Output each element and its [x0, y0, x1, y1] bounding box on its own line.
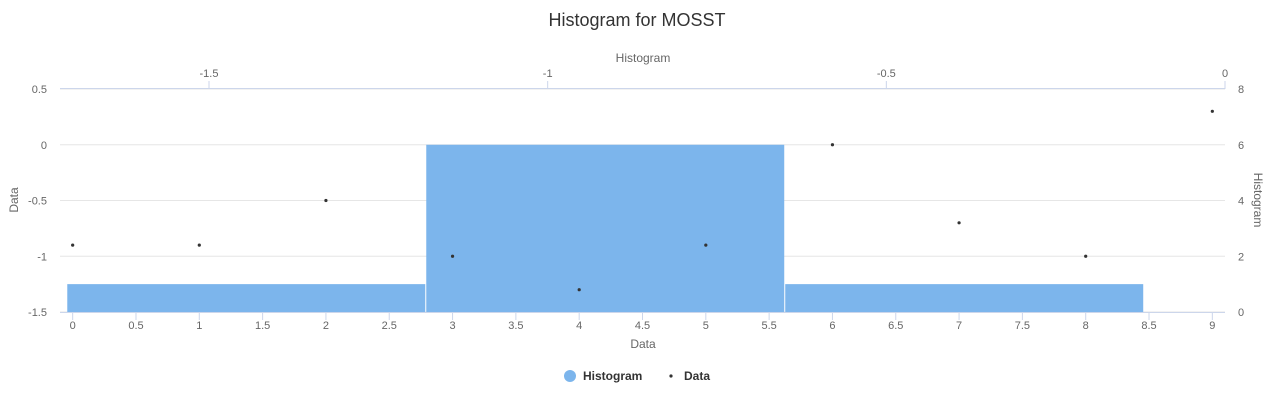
legend-histogram-label: Histogram — [583, 369, 642, 383]
legend-data-label: Data — [684, 369, 710, 383]
data-point — [324, 198, 328, 203]
y2-tick-label: 8 — [1238, 84, 1244, 96]
y-tick-label: 0.5 — [32, 84, 47, 96]
x-tick-label: 2.5 — [382, 320, 397, 332]
histogram-bar — [67, 284, 426, 312]
y-tick-label: -1 — [37, 251, 47, 263]
data-point — [704, 243, 708, 247]
y-tick-label: 0 — [41, 140, 47, 152]
bottom-axis-title: Data — [630, 337, 656, 351]
x-tick-label: 1.5 — [255, 320, 270, 332]
x-tick-label: 0 — [70, 320, 76, 332]
x-tick-label: 0.5 — [128, 320, 143, 332]
axes: 0.5 0 -0.5 -1 -1.5 8 6 4 2 0 0 0.5 1 1.5 2 2.5 3 3.5 4 4.5 5… — [28, 68, 1244, 332]
x-tick-label: 7.5 — [1015, 320, 1030, 332]
histogram-bar — [426, 144, 785, 312]
x-tick-label: 8 — [1083, 320, 1089, 332]
y2-tick-label: 4 — [1238, 196, 1244, 208]
x2-tick-label: 0 — [1222, 68, 1228, 80]
data-points[interactable] — [71, 109, 1214, 292]
data-point — [1084, 254, 1088, 258]
x-tick-label: 2 — [323, 320, 329, 332]
x-tick-label: 3 — [449, 320, 455, 332]
chart-title: Histogram for MOSST — [548, 10, 725, 30]
data-point — [957, 221, 961, 225]
x-tick-label: 1 — [196, 320, 202, 332]
x-tick-label: 5 — [703, 320, 709, 332]
x-tick-label: 5.5 — [761, 320, 776, 332]
x-tick-label: 3.5 — [508, 320, 523, 332]
data-point — [577, 288, 581, 292]
top-axis-title: Histogram — [616, 51, 671, 65]
data-point — [71, 243, 75, 247]
y-tick-label: -0.5 — [28, 196, 47, 208]
left-axis-title: Data — [7, 187, 21, 213]
x-tick-label: 6 — [829, 320, 835, 332]
x-tick-label: 8.5 — [1141, 320, 1156, 332]
legend-item-histogram[interactable]: Histogram — [564, 369, 642, 383]
data-point — [830, 143, 835, 147]
right-axis-title: Histogram — [1251, 173, 1265, 228]
histogram-bars[interactable] — [67, 144, 1144, 312]
x-tick-label: 4 — [576, 320, 582, 332]
y2-tick-label: 2 — [1238, 251, 1244, 263]
legend-item-data[interactable]: Data — [669, 369, 710, 383]
y-tick-label: -1.5 — [28, 307, 47, 319]
legend-histogram-swatch — [564, 370, 576, 382]
y2-tick-label: 6 — [1238, 140, 1244, 152]
data-point — [197, 243, 201, 247]
x-tick-label: 7 — [956, 320, 962, 332]
x-tick-label: 4.5 — [635, 320, 650, 332]
x-tick-label: 6.5 — [888, 320, 903, 332]
legend: Histogram Data — [564, 369, 710, 383]
x-tick-label: 9 — [1209, 320, 1215, 332]
x2-tick-label: -1 — [543, 68, 553, 80]
legend-data-swatch — [669, 374, 673, 378]
x2-tick-label: -1.5 — [200, 68, 219, 80]
x2-tick-label: -0.5 — [877, 68, 896, 80]
histogram-bar — [785, 284, 1144, 312]
data-point — [450, 254, 455, 258]
data-point — [1210, 109, 1214, 113]
y2-tick-label: 0 — [1238, 307, 1244, 319]
